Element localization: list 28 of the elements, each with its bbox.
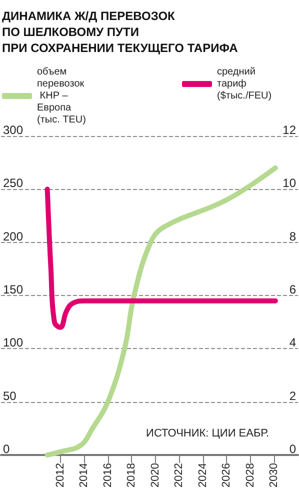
- y2-tick-label: 8: [289, 229, 296, 244]
- y-tick-label: 100: [3, 336, 24, 350]
- x-tick-label: 2028: [244, 463, 256, 488]
- x-tick-label: 2012: [54, 463, 66, 488]
- legend-label: объем перевозок КНР – Европа (тыс. TEU): [37, 66, 86, 126]
- y-tick-label: 150: [3, 282, 24, 296]
- legend-label: средний тариф ($тыс./FEU): [217, 66, 272, 102]
- y-tick-label: 300: [3, 123, 24, 137]
- y2-tick-label: 6: [289, 282, 296, 296]
- x-tick-label: 2020: [149, 463, 162, 488]
- y2-tick-label: 4: [289, 336, 296, 350]
- y2-tick-label: 0: [289, 442, 296, 456]
- annotation: ИСТОЧНИК: ЦИИ ЕАБР.: [146, 428, 270, 440]
- x-tick-label: 2030: [268, 463, 280, 488]
- x-tick-label: 2024: [196, 463, 209, 488]
- y2-tick-label: 2: [289, 388, 296, 403]
- y-tick-label: 50: [3, 388, 17, 403]
- x-tick-label: 2022: [173, 463, 186, 488]
- x-tick-label: 2018: [126, 463, 138, 488]
- y-tick-label: 0: [3, 442, 10, 456]
- y2-tick-label: 12: [282, 123, 296, 137]
- x-tick-label: 2016: [102, 463, 114, 488]
- chart-title: ДИНАМИКА Ж/Д ПЕРЕВОЗОК ПО ШЕЛКОВОМУ ПУТИ ПРИ СОХРАНЕНИИ ТЕКУЩЕГО ТАРИФА: [2, 9, 238, 55]
- x-tick-label: 2014: [78, 463, 90, 488]
- y2-tick-label: 10: [282, 176, 296, 190]
- y-tick-label: 200: [3, 229, 24, 244]
- x-tick-label: 2026: [220, 463, 233, 488]
- y-tick-label: 250: [3, 176, 24, 190]
